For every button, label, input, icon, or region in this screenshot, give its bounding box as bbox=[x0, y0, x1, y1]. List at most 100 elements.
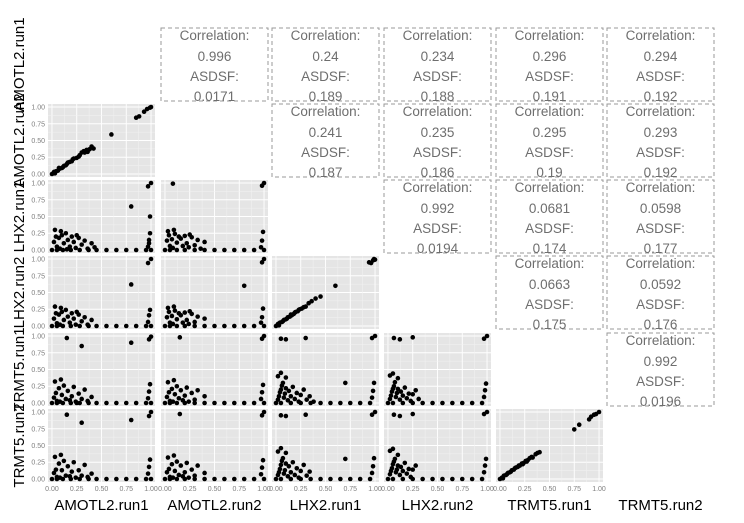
data-point bbox=[133, 476, 139, 482]
data-point bbox=[440, 476, 445, 482]
data-point bbox=[195, 237, 200, 243]
data-point bbox=[143, 247, 149, 253]
data-point bbox=[259, 260, 265, 265]
data-point bbox=[136, 114, 142, 119]
data-point bbox=[77, 247, 83, 253]
correlation-label: Correlation: bbox=[291, 104, 361, 119]
data-point bbox=[71, 316, 77, 321]
data-point bbox=[285, 474, 291, 479]
data-point bbox=[174, 323, 180, 329]
data-point bbox=[60, 323, 66, 329]
data-point bbox=[73, 245, 79, 251]
y-label-lhx2-run1: LHX2.run1 bbox=[11, 181, 28, 253]
data-point bbox=[278, 462, 284, 468]
data-point bbox=[420, 400, 425, 406]
y-label-trmt5-run2: TRMT5.run2 bbox=[11, 403, 28, 487]
data-point bbox=[372, 257, 378, 262]
data-point bbox=[167, 323, 173, 329]
data-point bbox=[165, 305, 171, 311]
correlation-panel: Correlation: 0.296 ASDSF: 0.191 bbox=[495, 27, 604, 104]
correlation-panel: Correlation: 0.0598 ASDSF: 0.177 bbox=[606, 179, 715, 256]
data-point bbox=[278, 413, 284, 418]
data-point bbox=[186, 399, 192, 404]
data-point bbox=[301, 462, 307, 468]
x-tick-label: 0.50 bbox=[208, 486, 222, 493]
data-point bbox=[164, 314, 170, 320]
asdsf-value: 0.0196 bbox=[640, 394, 681, 409]
data-point bbox=[189, 467, 195, 472]
data-point bbox=[192, 323, 197, 329]
x-tick-label: 0.25 bbox=[518, 486, 532, 493]
data-point bbox=[241, 323, 247, 329]
correlation-value: 0.24 bbox=[312, 49, 339, 64]
data-point bbox=[318, 294, 323, 299]
data-point bbox=[298, 392, 304, 398]
data-point bbox=[172, 468, 178, 474]
data-point bbox=[147, 307, 153, 313]
data-point bbox=[232, 400, 237, 406]
data-point bbox=[79, 473, 84, 478]
data-point bbox=[261, 409, 267, 415]
data-point bbox=[338, 400, 343, 406]
data-point bbox=[318, 400, 323, 406]
data-point bbox=[61, 458, 67, 464]
data-point bbox=[303, 412, 308, 417]
data-point bbox=[133, 247, 139, 253]
data-point bbox=[261, 323, 267, 329]
data-point bbox=[232, 476, 237, 482]
correlation-panel-border bbox=[495, 179, 604, 254]
data-point bbox=[394, 467, 400, 472]
correlation-label: Correlation: bbox=[515, 28, 585, 43]
data-point bbox=[184, 385, 190, 390]
correlation-label: Correlation: bbox=[626, 180, 696, 195]
data-point bbox=[71, 459, 77, 465]
correlation-panel-border bbox=[383, 179, 492, 254]
scatter-panel bbox=[161, 256, 268, 329]
data-point bbox=[416, 396, 421, 402]
x-tick-label: 0.50 bbox=[319, 486, 333, 493]
data-point bbox=[147, 230, 153, 236]
data-point bbox=[162, 323, 168, 329]
data-point bbox=[402, 460, 408, 466]
data-point bbox=[371, 455, 377, 461]
data-point bbox=[370, 388, 376, 394]
data-point bbox=[347, 476, 353, 482]
data-point bbox=[410, 467, 416, 472]
data-point bbox=[292, 396, 298, 402]
scatter-panel: 0.00 0.25 0.50 0.75 1.00 bbox=[31, 409, 155, 483]
y-tick-label: 0.00 bbox=[31, 171, 45, 178]
data-point bbox=[402, 385, 408, 390]
data-point bbox=[303, 304, 308, 309]
data-point bbox=[395, 452, 401, 458]
data-point bbox=[410, 400, 416, 406]
data-point bbox=[195, 463, 200, 468]
data-point bbox=[212, 247, 217, 253]
data-point bbox=[177, 411, 183, 417]
data-point bbox=[390, 400, 396, 406]
data-point bbox=[73, 475, 79, 480]
data-point bbox=[167, 476, 173, 482]
y-tick-label: 0.50 bbox=[31, 443, 45, 450]
correlation-value: 0.0598 bbox=[640, 201, 681, 216]
data-point bbox=[481, 469, 487, 475]
correlation-panel-border bbox=[606, 27, 715, 102]
correlation-panel: Correlation: 0.293 ASDSF: 0.192 bbox=[606, 103, 715, 180]
data-point bbox=[89, 394, 94, 400]
data-point bbox=[51, 470, 57, 476]
data-point bbox=[71, 239, 77, 245]
data-point bbox=[63, 396, 69, 402]
data-point bbox=[520, 461, 526, 467]
data-point bbox=[146, 389, 152, 394]
data-point bbox=[261, 476, 267, 482]
data-point bbox=[148, 256, 154, 262]
data-point bbox=[148, 400, 154, 406]
y-tick-label: 0.75 bbox=[31, 350, 45, 357]
data-point bbox=[192, 247, 197, 253]
data-point bbox=[76, 391, 82, 396]
data-point bbox=[260, 306, 266, 311]
data-point bbox=[481, 336, 487, 341]
data-point bbox=[94, 323, 99, 329]
data-point bbox=[420, 476, 425, 482]
data-point bbox=[187, 308, 193, 314]
x-tick-label: 0.50 bbox=[543, 486, 557, 493]
